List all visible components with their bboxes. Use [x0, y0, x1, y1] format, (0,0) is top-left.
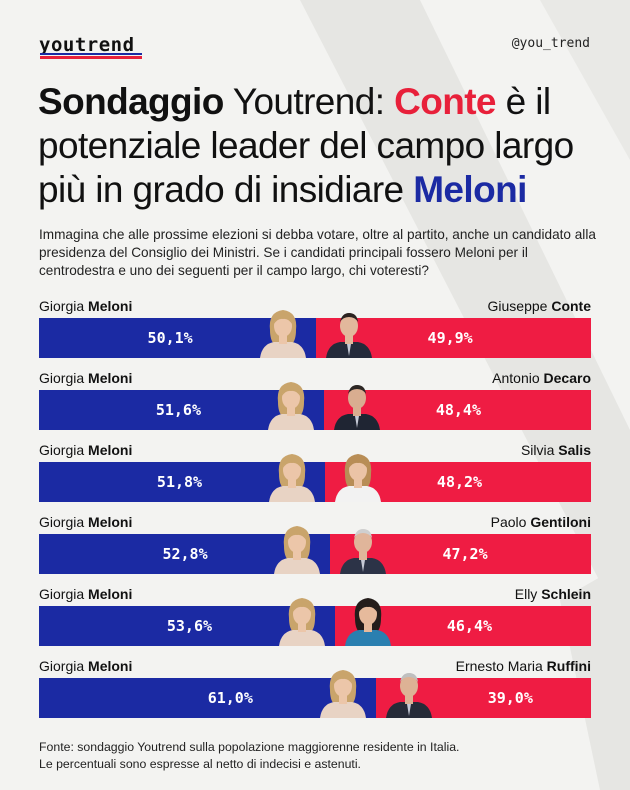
- logo-underline-blue: [40, 53, 142, 55]
- left-first-name: Giorgia: [39, 298, 89, 314]
- candidate-names: Giorgia Meloni Giuseppe Conte: [39, 298, 591, 316]
- left-last-name: Meloni: [88, 298, 133, 314]
- source-note: Fonte: sondaggio Youtrend sulla popolazi…: [39, 739, 599, 773]
- right-last-name: Ruffini: [546, 658, 591, 674]
- right-candidate-name: Silvia Salis: [521, 442, 591, 458]
- right-candidate-name: Ernesto Maria Ruffini: [456, 658, 591, 674]
- left-candidate-name: Giorgia Meloni: [39, 442, 132, 458]
- headline-meloni: Meloni: [413, 169, 527, 210]
- candidate-names: Giorgia Meloni Paolo Gentiloni: [39, 514, 591, 532]
- candidate-names: Giorgia Meloni Elly Schlein: [39, 586, 591, 604]
- opponent-portrait: [334, 454, 381, 502]
- meloni-portrait: [274, 526, 321, 574]
- opponent-portrait: [344, 598, 391, 646]
- left-first-name: Giorgia: [39, 586, 89, 602]
- left-value-label: 51,6%: [155, 401, 201, 419]
- candidate-names: Giorgia Meloni Silvia Salis: [39, 442, 591, 460]
- left-value-label: 52,8%: [162, 545, 208, 563]
- left-candidate-name: Giorgia Meloni: [39, 370, 132, 386]
- right-first-name: Ernesto Maria: [455, 658, 547, 674]
- right-first-name: Giuseppe: [487, 298, 552, 314]
- poll-row: Giorgia Meloni Giuseppe Conte 50,1% 49,9%: [39, 298, 591, 370]
- stacked-bar: 50,1% 49,9%: [39, 310, 591, 358]
- left-candidate-name: Giorgia Meloni: [39, 658, 132, 674]
- right-first-name: Elly: [514, 586, 542, 602]
- meloni-portrait: [319, 670, 366, 718]
- right-candidate-name: Paolo Gentiloni: [491, 514, 591, 530]
- meloni-portrait: [259, 310, 306, 358]
- right-value-label: 49,9%: [427, 329, 473, 347]
- left-value-label: 50,1%: [147, 329, 193, 347]
- opponent-portrait: [333, 385, 380, 430]
- right-last-name: Schlein: [541, 586, 591, 602]
- headline-part: Youtrend:: [223, 81, 395, 122]
- left-value-label: 51,8%: [156, 473, 203, 491]
- left-first-name: Giorgia: [39, 514, 89, 530]
- stacked-bar: 51,6% 48,4%: [39, 382, 591, 430]
- right-candidate-name: Antonio Decaro: [492, 370, 591, 386]
- social-handle: @you_trend: [511, 36, 590, 51]
- left-candidate-name: Giorgia Meloni: [39, 514, 132, 530]
- right-first-name: Paolo: [490, 514, 531, 530]
- bar-meloni: [39, 678, 376, 718]
- left-last-name: Meloni: [88, 370, 133, 386]
- stacked-bar: 53,6% 46,4%: [39, 598, 591, 646]
- poll-row: Giorgia Meloni Paolo Gentiloni 52,8% 47,2%: [39, 514, 591, 586]
- youtrend-logo: youtrend: [39, 34, 135, 56]
- left-value-label: 61,0%: [207, 689, 253, 707]
- source-line: Fonte: sondaggio Youtrend sulla popolazi…: [39, 740, 460, 754]
- right-last-name: Decaro: [543, 370, 591, 386]
- right-candidate-name: Giuseppe Conte: [488, 298, 592, 314]
- poll-row: Giorgia Meloni Silvia Salis 51,8% 48,2%: [39, 442, 591, 514]
- right-candidate-name: Elly Schlein: [515, 586, 591, 602]
- right-value-label: 39,0%: [487, 689, 533, 707]
- left-candidate-name: Giorgia Meloni: [39, 298, 132, 314]
- opponent-portrait: [385, 673, 432, 718]
- right-last-name: Salis: [558, 442, 591, 458]
- right-last-name: Gentiloni: [530, 514, 591, 530]
- stacked-bar: 52,8% 47,2%: [39, 526, 591, 574]
- bar-chart: Giorgia Meloni Giuseppe Conte 50,1% 49,9% Gi…: [39, 298, 591, 730]
- left-first-name: Giorgia: [39, 370, 89, 386]
- poll-row: Giorgia Meloni Elly Schlein 53,6% 46,4%: [39, 586, 591, 658]
- poll-row: Giorgia Meloni Antonio Decaro 51,6% 48,4%: [39, 370, 591, 442]
- opponent-portrait: [325, 313, 372, 358]
- meloni-portrait: [268, 454, 315, 502]
- right-first-name: Antonio: [492, 370, 544, 386]
- left-last-name: Meloni: [88, 442, 133, 458]
- poll-row: Giorgia Meloni Ernesto Maria Ruffini 61,0%…: [39, 658, 591, 730]
- right-value-label: 46,4%: [446, 617, 493, 635]
- right-value-label: 48,4%: [435, 401, 481, 419]
- headline: Sondaggio Youtrend: Conte è il potenzial…: [38, 80, 608, 212]
- right-first-name: Silvia: [520, 442, 559, 458]
- headline-conte: Conte: [394, 81, 496, 122]
- headline-bold: Sondaggio: [38, 81, 224, 122]
- left-last-name: Meloni: [88, 658, 133, 674]
- meloni-portrait: [278, 598, 325, 646]
- candidate-names: Giorgia Meloni Antonio Decaro: [39, 370, 591, 388]
- right-last-name: Conte: [551, 298, 591, 314]
- right-value-label: 47,2%: [442, 545, 488, 563]
- right-value-label: 48,2%: [436, 473, 483, 491]
- source-line: Le percentuali sono espresse al netto di…: [39, 757, 361, 771]
- opponent-portrait: [340, 529, 387, 574]
- stacked-bar: 51,8% 48,2%: [39, 454, 591, 502]
- logo-underline-red: [40, 56, 142, 59]
- meloni-portrait: [267, 382, 314, 430]
- left-first-name: Giorgia: [39, 442, 89, 458]
- headline-part: è il potenziale leader del campo largo p…: [38, 81, 574, 210]
- left-first-name: Giorgia: [39, 658, 89, 674]
- left-value-label: 53,6%: [166, 617, 213, 635]
- survey-question: Immagina che alle prossime elezioni si d…: [39, 227, 596, 278]
- stacked-bar: 61,0% 39,0%: [39, 670, 591, 718]
- left-last-name: Meloni: [88, 586, 133, 602]
- left-last-name: Meloni: [88, 514, 133, 530]
- left-candidate-name: Giorgia Meloni: [39, 586, 132, 602]
- candidate-names: Giorgia Meloni Ernesto Maria Ruffini: [39, 658, 591, 676]
